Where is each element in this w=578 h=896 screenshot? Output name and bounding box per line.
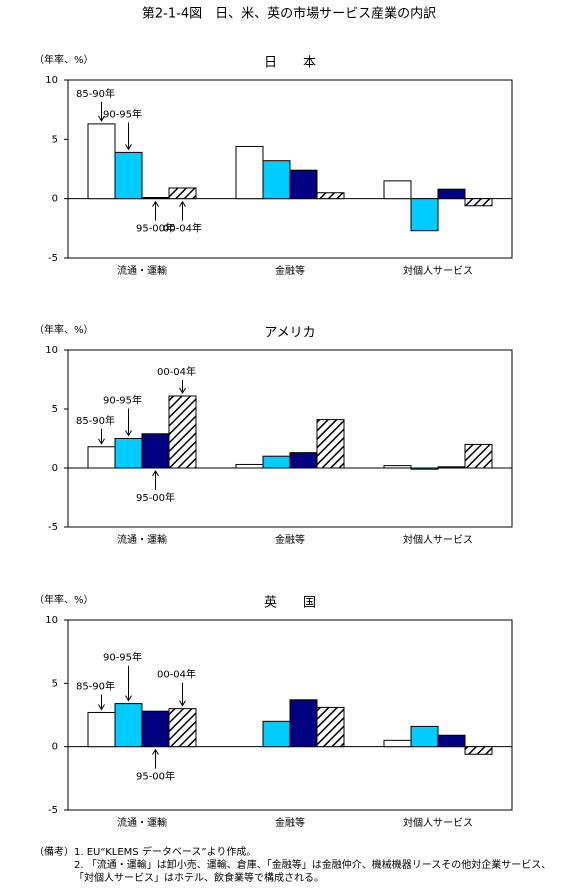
series-annotation: 00-04年: [163, 222, 202, 235]
arrow-head: [179, 700, 186, 707]
x-tick-label: 金融等: [275, 816, 305, 829]
series-annotation: 85-90年: [76, 87, 115, 100]
arrow-head: [125, 695, 132, 702]
bar: [141, 196, 170, 200]
bar: [289, 452, 318, 469]
series-annotation: 95-00年: [136, 770, 175, 783]
bar: [87, 711, 116, 748]
x-tick-label: 流通・運輸: [117, 533, 167, 546]
arrow-head: [98, 115, 105, 122]
bar: [410, 198, 439, 232]
y-tick-label: -5: [48, 522, 58, 533]
page-title: 第2-1-4図 日、米、英の市場サービス産業の内訳: [142, 6, 436, 22]
bar: [437, 466, 466, 469]
x-tick-label: 対個人サービス: [403, 264, 473, 277]
arrow-head: [125, 144, 132, 151]
x-tick-label: 金融等: [275, 264, 305, 277]
y-tick-label: 10: [45, 615, 58, 626]
panel-title: 日 本: [264, 56, 316, 71]
y-tick-label: 5: [52, 134, 58, 145]
series-annotation: 90-95年: [103, 394, 142, 407]
series-annotation: 95-00年: [136, 222, 175, 235]
y-tick-label: 0: [52, 463, 58, 474]
chart: 第2-1-4図 日、米、英の市場サービス産業の内訳 日 本 （年率、%） -5 0 5 1…: [34, 6, 513, 829]
bar: [114, 438, 143, 469]
y-tick-label: 10: [45, 75, 58, 86]
y-axis-label: （年率、%）: [34, 53, 94, 66]
bar: [437, 188, 466, 200]
bar: [168, 395, 197, 469]
arrow-head: [152, 200, 159, 207]
series-annotation: 00-04年: [157, 668, 196, 681]
y-tick-label: 5: [52, 404, 58, 415]
series-annotation: 95-00年: [136, 491, 175, 504]
bar: [114, 703, 143, 748]
bar: [316, 706, 345, 748]
bar: [87, 446, 116, 469]
bar: [410, 725, 439, 748]
y-tick-label: 10: [45, 345, 58, 356]
y-axis-label: （年率、%）: [34, 323, 94, 336]
arrow-head: [179, 387, 186, 394]
plot-frame: [67, 79, 513, 259]
bar: [316, 192, 345, 200]
bar: [464, 443, 493, 469]
series-annotation: 90-95年: [103, 107, 142, 120]
arrow-head: [152, 470, 159, 477]
bar: [437, 734, 466, 748]
y-axis-label: （年率、%）: [34, 593, 94, 606]
bar: [410, 467, 439, 470]
bar: [168, 708, 197, 748]
bar: [87, 123, 116, 200]
note: （備考）1. EU“KLEMS データベース”より作成。: [34, 847, 257, 858]
bar: [289, 699, 318, 748]
bar: [141, 433, 170, 469]
bar: [114, 151, 143, 200]
y-tick-label: 0: [52, 194, 58, 205]
arrow-head: [98, 704, 105, 711]
y-tick-label: -5: [48, 805, 58, 816]
x-tick-label: 流通・運輸: [117, 816, 167, 829]
notes: （備考）1. EU“KLEMS データベース”より作成。 2. 「流通・運輸」は…: [34, 846, 554, 885]
arrow-head: [179, 200, 186, 207]
bar: [464, 198, 493, 207]
x-tick-label: 流通・運輸: [117, 264, 167, 277]
series-annotation: 90-95年: [103, 651, 142, 664]
bar: [235, 145, 264, 200]
bar: [383, 180, 412, 200]
panel-title: アメリカ: [264, 326, 315, 341]
y-tick-label: 5: [52, 678, 58, 689]
bar: [464, 746, 493, 755]
series-annotation: 85-90年: [76, 679, 115, 692]
bar: [262, 455, 291, 469]
plot-frame: [67, 619, 513, 811]
x-tick-label: 対個人サービス: [403, 816, 473, 829]
x-tick-label: 対個人サービス: [403, 533, 473, 546]
arrow-head: [125, 430, 132, 437]
series-annotation: 00-04年: [157, 365, 196, 378]
bar: [235, 463, 264, 469]
bar: [289, 169, 318, 200]
plot-frame: [67, 349, 513, 528]
y-tick-label: 0: [52, 742, 58, 753]
arrow-head: [152, 748, 159, 755]
x-tick-label: 金融等: [275, 533, 305, 546]
bar: [141, 710, 170, 748]
note: 2. 「流通・運輸」は卸小売、運輸、倉庫、「金融等」は金融仲介、機械機器リースそ…: [74, 860, 552, 884]
bar: [316, 419, 345, 469]
y-tick-label: -5: [48, 253, 58, 264]
bar: [262, 160, 291, 200]
panel-title: 英 国: [264, 596, 316, 611]
arrow-head: [98, 438, 105, 445]
bar: [168, 187, 197, 200]
bar: [383, 739, 412, 748]
series-annotation: 85-90年: [76, 414, 115, 427]
bar: [383, 465, 412, 469]
bar: [262, 720, 291, 748]
